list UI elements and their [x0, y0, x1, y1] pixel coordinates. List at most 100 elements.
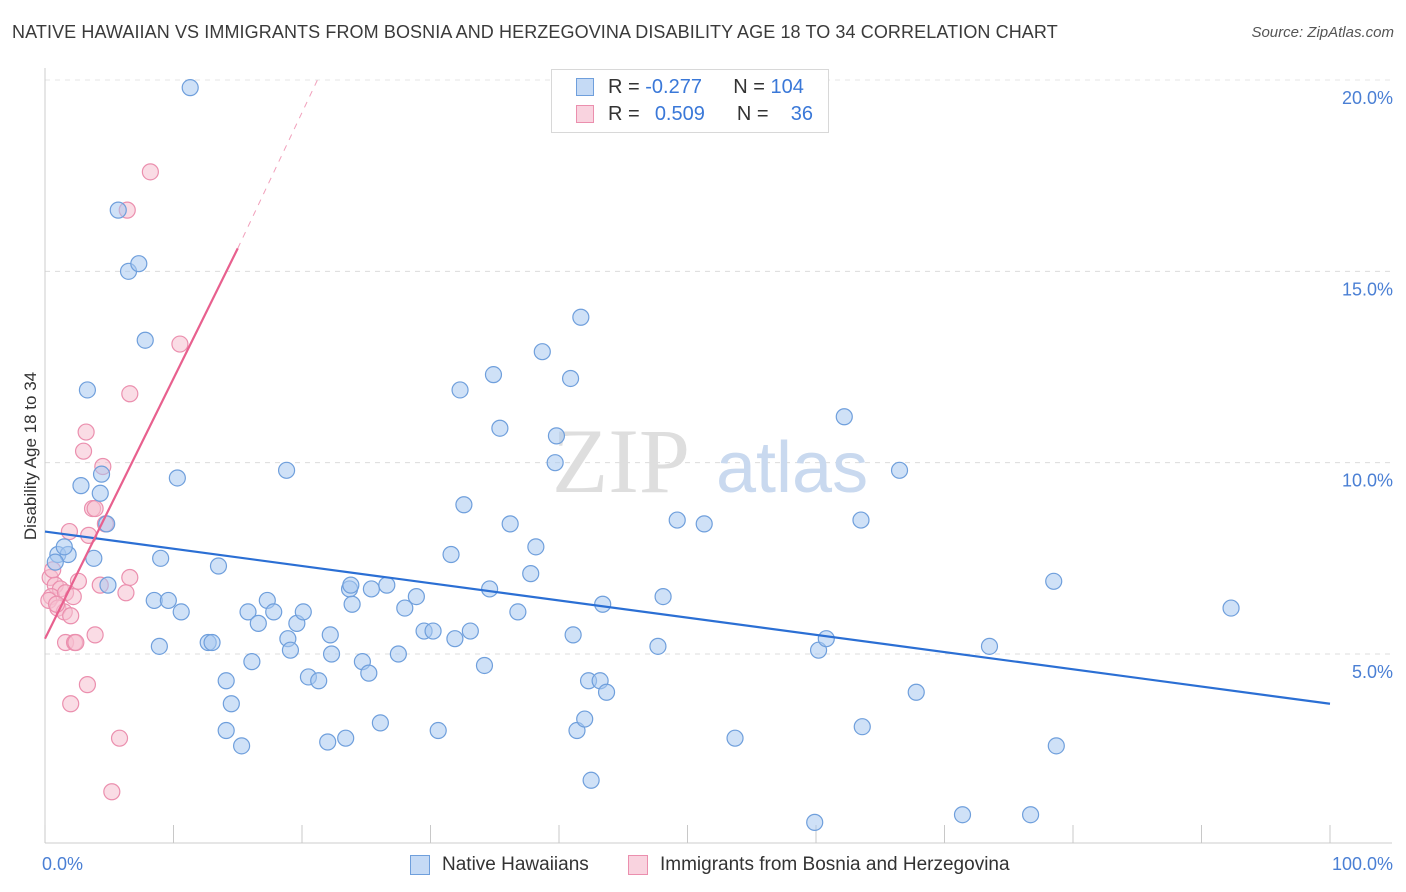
stats-legend: R = -0.277 N = 104 R = 0.509 N = 36: [551, 69, 829, 133]
blue-point: [907, 683, 925, 701]
source-label: Source: ZipAtlas.com: [1251, 24, 1394, 41]
watermark: ZIP atlas: [552, 410, 868, 512]
blue-point: [546, 454, 564, 472]
y-tick-label: 10.0%: [1342, 471, 1393, 491]
blue-point: [217, 672, 235, 690]
chart-title: NATIVE HAWAIIAN VS IMMIGRANTS FROM BOSNI…: [12, 22, 1058, 42]
blue-series-points: [46, 79, 1240, 831]
blue-point: [446, 630, 464, 648]
blue-point: [1045, 572, 1063, 590]
blue-point: [249, 614, 267, 632]
trend-lines: [44, 79, 1331, 705]
y-tick-label: 20.0%: [1342, 88, 1393, 108]
blue-point: [461, 622, 479, 640]
blue-trend-line: [44, 530, 1331, 705]
blue-point: [407, 587, 425, 606]
pink-point: [103, 783, 121, 801]
blue-point: [953, 806, 972, 824]
y-tick-label: 15.0%: [1342, 279, 1393, 299]
blue-point: [594, 595, 612, 613]
blue-point: [564, 626, 582, 644]
blue-point: [561, 369, 580, 388]
n-label: N =: [736, 102, 769, 125]
bottom-legend-native-hawaiians: Native Hawaiians: [410, 852, 589, 878]
blue-point: [852, 511, 870, 529]
axes: [44, 68, 1392, 844]
blue-point: [172, 603, 190, 621]
blue-point: [46, 553, 64, 571]
blue-point: [572, 308, 590, 326]
blue-point: [217, 721, 235, 740]
blue-point: [576, 710, 594, 728]
blue-point: [322, 645, 341, 663]
blue-point: [1222, 599, 1240, 617]
x-tick-label: 100.0%: [1332, 854, 1393, 874]
blue-point: [233, 737, 251, 755]
pink-point: [67, 633, 85, 652]
blue-point: [527, 538, 545, 556]
bottom-legend-bosnia: Immigrants from Bosnia and Herzegovina: [628, 852, 1010, 878]
blue-point: [484, 366, 503, 384]
blue-point: [152, 549, 170, 567]
pink-point: [117, 584, 135, 602]
n-value: 36: [790, 102, 813, 125]
blue-point: [294, 603, 312, 621]
blue-point: [222, 695, 240, 713]
blue-point: [522, 565, 540, 583]
blue-point: [203, 633, 221, 652]
blue-point: [481, 580, 499, 598]
blue-point: [501, 515, 519, 533]
blue-point: [360, 664, 378, 682]
blue-point: [209, 557, 228, 575]
blue-point: [980, 637, 999, 655]
blue-point: [389, 645, 407, 663]
pink-point: [141, 163, 159, 181]
r-value: -0.277: [645, 75, 702, 98]
blue-point: [582, 771, 600, 789]
pink-point: [77, 423, 95, 441]
blue-point: [362, 580, 380, 598]
blue-point: [475, 656, 494, 675]
blue-point: [890, 461, 909, 479]
pink-trend-line: [44, 247, 239, 640]
blue-point: [343, 595, 361, 613]
pink-point: [74, 442, 93, 460]
blue-point: [55, 538, 73, 556]
watermark-atlas: atlas: [716, 428, 868, 508]
r-value: 0.509: [654, 102, 705, 125]
blue-point: [1021, 806, 1040, 824]
blue-point: [654, 587, 672, 606]
blue-point: [136, 331, 154, 349]
pink-trend-extension: [237, 79, 318, 249]
blue-point: [509, 603, 527, 621]
pink-point: [86, 499, 104, 518]
blue-point: [281, 641, 300, 659]
legend-row-bosnia: R = 0.509 N = 36: [576, 101, 813, 127]
blue-point: [337, 729, 355, 747]
blue-point: [424, 622, 442, 640]
blue-point: [695, 515, 713, 533]
pink-point: [78, 676, 97, 694]
x-tick-label: 0.0%: [42, 854, 83, 874]
pink-series-points: [40, 163, 189, 801]
blue-point: [726, 729, 744, 747]
blue-point: [150, 637, 168, 655]
blue-point: [853, 718, 871, 736]
watermark-zip: ZIP: [552, 410, 690, 512]
blue-point: [547, 427, 566, 445]
blue-point: [597, 683, 616, 701]
y-axis-label: Disability Age 18 to 34: [21, 372, 40, 540]
pink-point: [121, 568, 139, 587]
r-label: R =: [608, 75, 640, 98]
tick-labels: 5.0% 10.0% 15.0% 20.0% 0.0% 100.0%: [42, 88, 1393, 874]
blue-point: [321, 626, 339, 644]
blue-point: [99, 576, 117, 594]
blue-point: [159, 591, 177, 610]
blue-point: [668, 511, 686, 529]
n-label: N =: [733, 75, 765, 98]
blue-point: [277, 461, 296, 479]
pink-point: [121, 385, 139, 403]
blue-point: [342, 576, 360, 594]
pink-point: [62, 695, 80, 713]
